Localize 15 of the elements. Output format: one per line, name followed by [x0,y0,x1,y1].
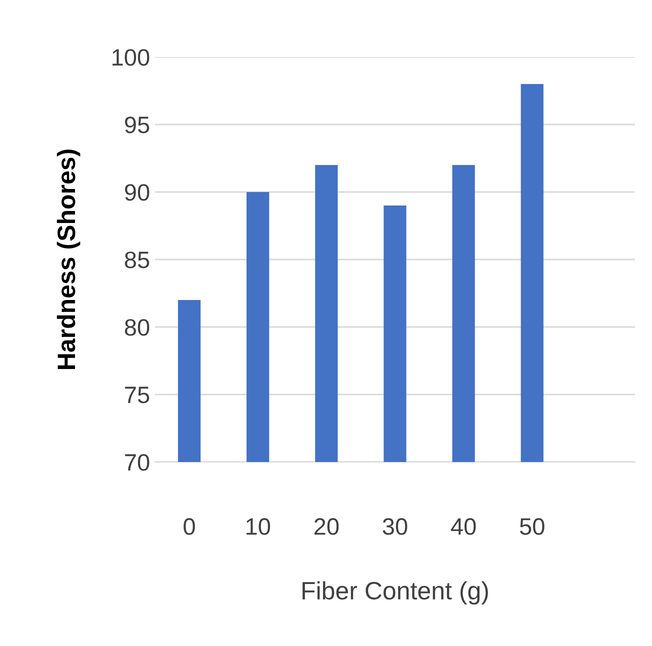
x-axis-title: Fiber Content (g) [302,581,488,605]
x-tick-label: 40 [450,518,476,535]
y-tick-label: 90 [124,184,150,201]
x-tick-label: 30 [382,518,408,535]
y-axis-title: Hardness (Shores) [56,150,80,369]
y-tick-label: 75 [125,386,150,404]
x-tick-label: 0 [184,518,195,535]
y-tick-label: 85 [124,252,150,268]
y-tick-label: 80 [124,319,150,336]
x-tick-label: 10 [246,518,270,535]
y-tick-label: 95 [124,116,150,134]
y-tick-label: 70 [125,454,150,471]
x-tick-label: 50 [520,518,544,535]
y-tick-label: 100 [112,49,150,66]
x-tick-label: 20 [314,518,339,535]
